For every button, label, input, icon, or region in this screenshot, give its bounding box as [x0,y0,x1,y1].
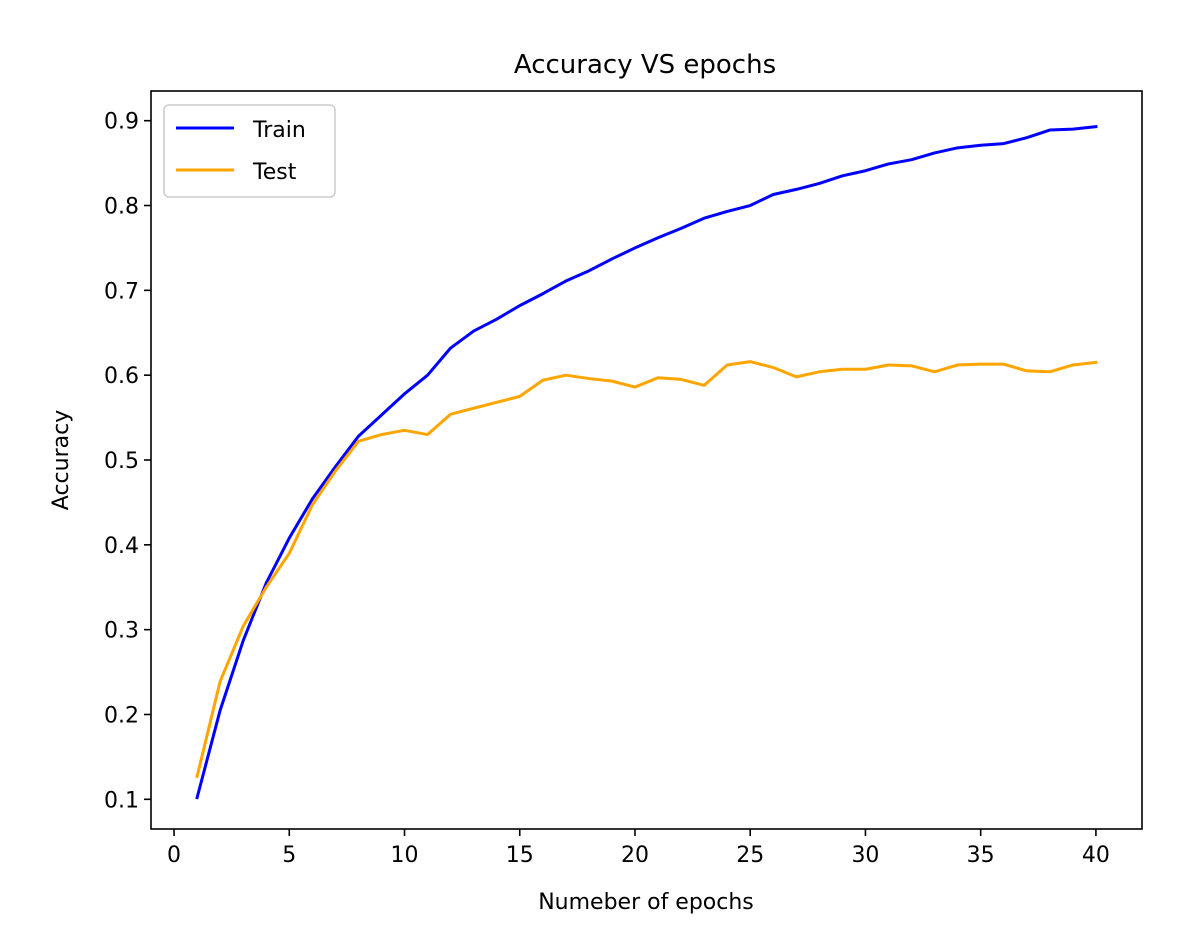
series-line-test [195,360,1098,779]
x-tick-label: 35 [967,843,995,868]
y-tick-label: 0.8 [104,195,139,220]
x-axis: 0 5 10 15 20 25 30 35 40 [167,829,1110,868]
y-axis-label: Accuracy [49,410,74,510]
x-tick-label: 25 [736,843,764,868]
chart-title: Accuracy VS epochs [514,50,776,80]
y-tick-label: 0.1 [104,788,139,813]
y-tick-label: 0.9 [104,110,139,135]
x-tick-label: 0 [167,843,181,868]
x-tick-label: 20 [621,843,649,868]
x-tick-label: 5 [282,843,296,868]
plot-area [195,124,1098,800]
legend-box [163,104,336,198]
y-tick-label: 0.2 [104,703,139,728]
y-tick-label: 0.6 [104,364,139,389]
x-tick-label: 15 [506,843,534,868]
legend-label-test: Test [252,160,297,185]
x-tick-label: 40 [1082,843,1110,868]
x-tick-label: 30 [851,843,879,868]
axes-frame [150,90,1143,830]
y-tick-label: 0.5 [104,449,139,474]
x-tick-label: 10 [391,843,419,868]
y-tick-label: 0.7 [104,279,139,304]
legend: Train Test [163,104,336,198]
series-line-train [195,124,1098,800]
y-axis: 0.1 0.2 0.3 0.4 0.5 0.6 0.7 0.8 0.9 [104,110,151,813]
x-axis-label: Numeber of epochs [538,890,754,915]
legend-label-train: Train [252,118,306,143]
y-tick-label: 0.3 [104,619,139,644]
y-tick-label: 0.4 [104,534,139,559]
